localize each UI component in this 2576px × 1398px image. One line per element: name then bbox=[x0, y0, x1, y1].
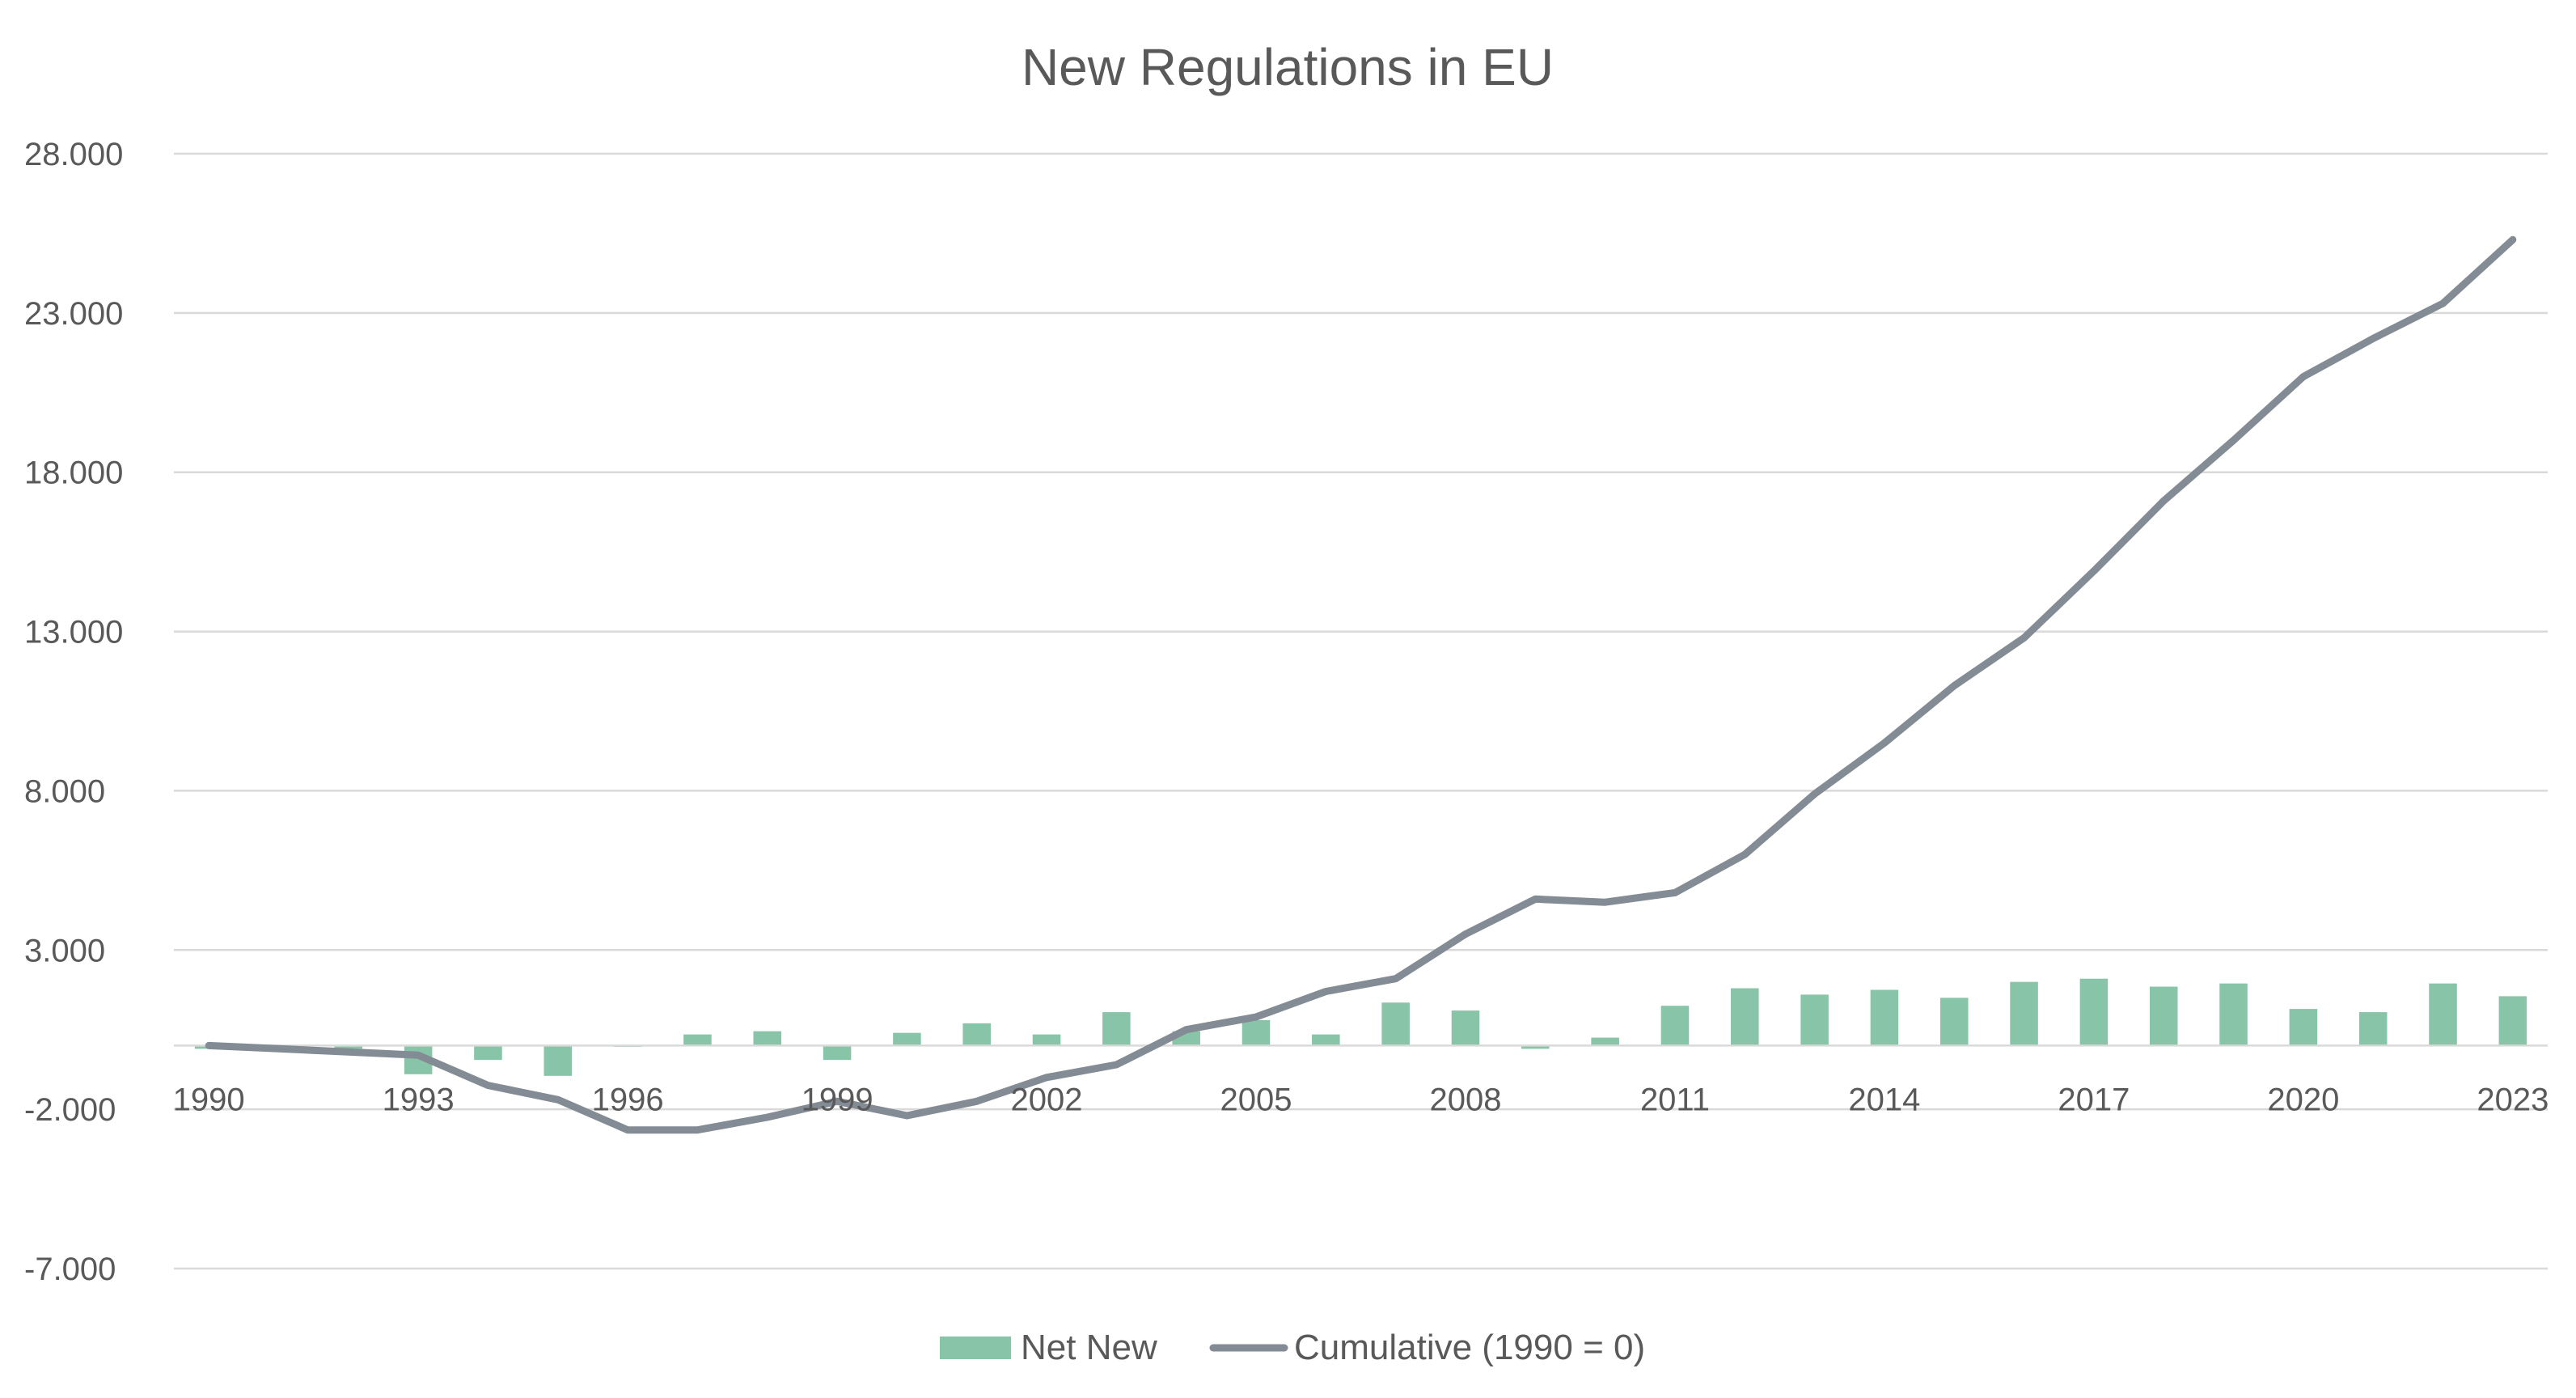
bar-net-new-1992 bbox=[334, 1045, 363, 1049]
bar-net-new-1994 bbox=[474, 1045, 502, 1061]
x-tick-label: 2023 bbox=[2477, 1082, 2549, 1117]
y-tick-label: -7.000 bbox=[24, 1252, 116, 1287]
bar-net-new-2007 bbox=[1381, 1002, 1410, 1046]
legend-label-cumulative: Cumulative (1990 = 0) bbox=[1294, 1328, 1645, 1367]
bar-net-new-2002 bbox=[1032, 1034, 1061, 1046]
bar-net-new-2001 bbox=[962, 1023, 991, 1046]
x-tick-label: 1993 bbox=[383, 1082, 455, 1117]
x-tick-label: 2011 bbox=[1640, 1082, 1710, 1117]
y-tick-label: 23.000 bbox=[24, 296, 123, 332]
x-tick-label: 1996 bbox=[592, 1082, 664, 1117]
bar-net-new-2016 bbox=[2010, 981, 2038, 1046]
bar-net-new-2006 bbox=[1312, 1034, 1340, 1046]
cumulative-line bbox=[205, 235, 2517, 1134]
bar-net-new-1997 bbox=[683, 1034, 712, 1046]
bar-net-new-2010 bbox=[1591, 1037, 1619, 1046]
x-axis-tick-labels: 1990 1993 1996 1999 2002 2005 2008 2011 2014 2017… bbox=[173, 1082, 2549, 1117]
bar-net-new-2023 bbox=[2498, 996, 2527, 1046]
bar-net-new-2003 bbox=[1102, 1012, 1131, 1046]
bar-net-new-2015 bbox=[1939, 998, 1969, 1046]
x-tick-label: 2008 bbox=[1429, 1082, 1501, 1117]
bar-net-new-1995 bbox=[544, 1045, 573, 1076]
bar-net-new-2020 bbox=[2289, 1009, 2318, 1046]
gridlines bbox=[174, 152, 2548, 1270]
x-tick-label: 1999 bbox=[802, 1082, 873, 1117]
x-tick-label: 2005 bbox=[1220, 1082, 1292, 1117]
legend-label-net-new: Net New bbox=[1021, 1328, 1157, 1367]
x-tick-label: 2020 bbox=[2267, 1082, 2339, 1117]
bar-net-new-2012 bbox=[1731, 988, 1759, 1046]
bar-net-new-2008 bbox=[1451, 1010, 1480, 1046]
y-tick-label: 18.000 bbox=[24, 455, 123, 491]
bar-net-new-1998 bbox=[753, 1031, 782, 1046]
legend-swatch-net-new bbox=[940, 1337, 1011, 1359]
bar-net-new-2005 bbox=[1241, 1019, 1271, 1046]
bar-net-new-2011 bbox=[1660, 1006, 1690, 1046]
chart-title: New Regulations in EU bbox=[1022, 38, 1554, 96]
legend: Net New Cumulative (1990 = 0) bbox=[940, 1328, 1645, 1367]
bar-net-new-2019 bbox=[2219, 983, 2248, 1046]
x-tick-label: 2014 bbox=[1848, 1082, 1920, 1117]
bar-net-new-2021 bbox=[2358, 1012, 2388, 1046]
x-tick-label: 2017 bbox=[2058, 1082, 2130, 1117]
y-tick-label: 3.000 bbox=[24, 933, 105, 968]
bar-net-new-2014 bbox=[1870, 989, 1899, 1046]
x-tick-label: 1990 bbox=[173, 1082, 245, 1117]
bar-net-new-2022 bbox=[2429, 983, 2457, 1046]
y-tick-label: 8.000 bbox=[24, 773, 105, 809]
bar-net-new-2009 bbox=[1521, 1045, 1550, 1049]
x-tick-label: 2002 bbox=[1011, 1082, 1083, 1117]
bar-net-new-2017 bbox=[2079, 978, 2109, 1046]
bar-net-new-2018 bbox=[2149, 986, 2178, 1046]
bar-net-new-2013 bbox=[1800, 994, 1829, 1046]
cumulative-line-group bbox=[205, 235, 2517, 1134]
bar-net-new-2000 bbox=[893, 1032, 921, 1046]
y-tick-label: 28.000 bbox=[24, 137, 123, 172]
y-tick-label: -2.000 bbox=[24, 1092, 116, 1128]
y-tick-label: 13.000 bbox=[24, 615, 123, 650]
net-new-bars bbox=[194, 978, 2527, 1076]
y-axis-tick-labels: 28.000 23.000 18.000 13.000 8.000 3.000 -2.000… bbox=[24, 137, 123, 1287]
bar-net-new-1999 bbox=[823, 1045, 852, 1061]
